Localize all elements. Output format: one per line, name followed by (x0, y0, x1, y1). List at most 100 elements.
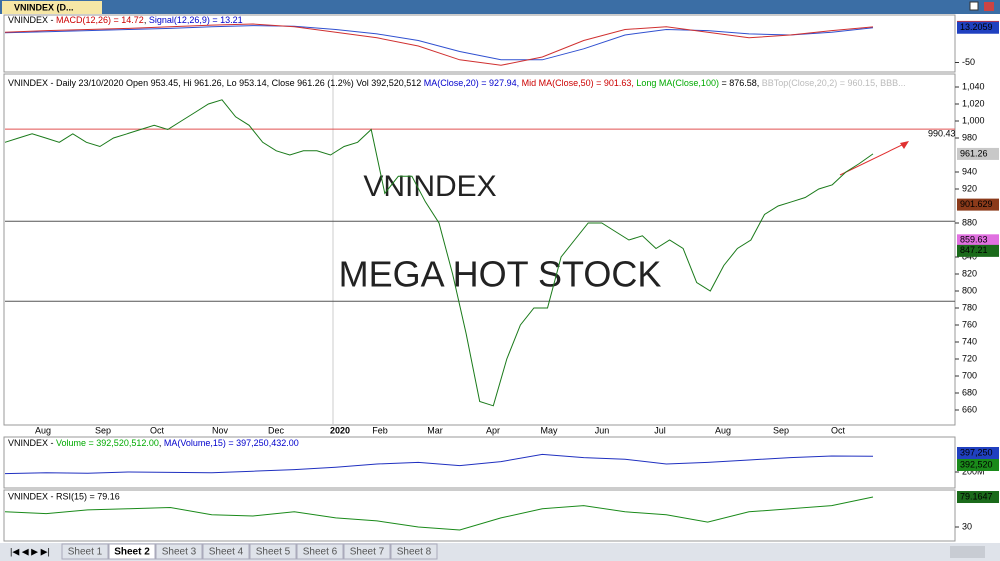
trend-arrow (839, 142, 907, 176)
sheet-tab[interactable] (108, 543, 156, 560)
watermark: VNINDEX (363, 170, 496, 203)
rsi-tag-bg (957, 491, 999, 504)
volume-ma-tag: 397,250 (960, 447, 993, 457)
long-ma-tag-bg (957, 244, 999, 257)
y-tick-label: -50 (962, 57, 975, 67)
y-tick-label: 980 (962, 132, 977, 142)
sheet-tab-label[interactable]: Sheet 1 (68, 547, 103, 558)
sheet-tab[interactable] (61, 543, 109, 560)
header-segment: MACD(12,26) = 14.72 (56, 15, 144, 25)
x-tick-label: Aug (35, 425, 51, 435)
y-tick-label: 940 (962, 166, 977, 176)
volume-ma-tag-bg (957, 447, 999, 459)
window-tab[interactable] (2, 1, 102, 14)
x-tick-label: Oct (831, 425, 846, 435)
signal-line (4, 25, 874, 61)
y-tick-label: 700 (962, 370, 977, 380)
sheet-tab[interactable] (343, 543, 391, 560)
resistance-label: 990.43 (928, 129, 956, 139)
y-tick-label: 1,040 (962, 81, 985, 91)
x-tick-label: Aug (715, 425, 731, 435)
sheet-tab[interactable] (155, 543, 203, 560)
close-line (4, 99, 874, 407)
x-tick-label: Nov (212, 425, 229, 435)
signal-value-tag: 13.2059 (960, 22, 993, 32)
close-tag: 961.26 (960, 148, 988, 158)
sheet-tab-label[interactable]: Sheet 4 (209, 547, 244, 558)
y-tick-label: 820 (962, 268, 977, 278)
sheet-tab[interactable] (390, 543, 438, 560)
header-segment: Long MA(Close,100) (636, 78, 719, 88)
scrollbar[interactable] (950, 546, 985, 558)
rsi-panel (3, 489, 956, 542)
y-tick-label: 680 (962, 387, 977, 397)
volume-panel (3, 436, 956, 489)
title-strip (0, 0, 1000, 14)
sheet-tab-label[interactable]: Sheet 7 (350, 547, 385, 558)
header-segment: Volume = 392,520,512.00 (56, 438, 159, 448)
ma-tag: 859.63 (960, 235, 988, 245)
volume-tag: 392,520 (960, 459, 993, 469)
sheet-tab[interactable] (202, 543, 250, 560)
header-segment: VNINDEX - Daily 23/10/2020 Open 953.45, … (8, 78, 424, 88)
volume-tag-bg (957, 459, 999, 471)
arrow-head (900, 141, 909, 149)
watermark: MEGA HOT STOCK (339, 254, 662, 295)
panel-header: VNINDEX - MACD(12,26) = 14.72, Signal(12… (8, 15, 243, 25)
sheet-tab-label[interactable]: Sheet 5 (256, 547, 291, 558)
y-tick-label: 200M (962, 466, 985, 476)
y-tick-label: 1,000 (962, 115, 985, 125)
header-segment: Signal(12,26,9) = 13.21 (149, 15, 243, 25)
header-segment: , (159, 438, 164, 448)
panel-header: VNINDEX - Volume = 392,520,512.00, MA(Vo… (8, 438, 299, 448)
mid-ma-tag: 901.629 (960, 199, 993, 209)
rsi-line (4, 496, 874, 531)
x-tick-label: Mar (427, 425, 443, 435)
x-tick-label: May (540, 425, 558, 435)
macd-line (4, 23, 874, 66)
sheet-tab-label[interactable]: Sheet 2 (114, 547, 150, 558)
header-segment: Mid MA(Close,50) = 901.63, (522, 78, 637, 88)
y-tick-label: 760 (962, 319, 977, 329)
close-button[interactable] (984, 2, 994, 11)
x-tick-label: Sep (95, 425, 111, 435)
y-tick-label: 740 (962, 336, 977, 346)
sheet-tab[interactable] (249, 543, 297, 560)
header-segment: VNINDEX - (8, 438, 56, 448)
window-tab-label[interactable]: VNINDEX (D... (14, 2, 74, 12)
x-tick-label: Jun (595, 425, 610, 435)
ma-tag-bg (957, 234, 999, 247)
x-tick-label: Feb (372, 425, 388, 435)
x-tick-label: Apr (486, 425, 500, 435)
header-segment: MA(Volume,15) = 397,250,432.00 (164, 438, 299, 448)
y-tick-label: 920 (962, 183, 977, 193)
sheet-tab[interactable] (296, 543, 344, 560)
x-tick-label: Oct (150, 425, 165, 435)
x-tick-label: Jul (654, 425, 666, 435)
price-panel (3, 73, 956, 426)
sheet-tab-label[interactable]: Sheet 3 (162, 547, 197, 558)
sheet-tab-label[interactable]: Sheet 6 (303, 547, 338, 558)
rsi-tag: 79.1647 (960, 491, 993, 501)
panel-header: VNINDEX - RSI(15) = 79.16 (8, 491, 120, 501)
y-tick-label: 720 (962, 353, 977, 363)
panel-header: VNINDEX - Daily 23/10/2020 Open 953.45, … (8, 78, 906, 88)
header-segment: , (144, 15, 149, 25)
nav-buttons[interactable]: |◀ ◀ ▶ ▶| (10, 546, 50, 556)
macd-panel (3, 14, 956, 73)
signal-value-tag-bg (957, 21, 999, 34)
close-tag-bg (957, 147, 999, 160)
y-tick-label: 1,020 (962, 98, 985, 108)
header-segment: = 876.58, (719, 78, 762, 88)
header-segment: VNINDEX - (8, 15, 56, 25)
restore-button[interactable] (969, 1, 979, 11)
header-segment: MA(Close,20) = 927.94, (424, 78, 522, 88)
x-tick-label: Dec (268, 425, 285, 435)
x-tick-label: Sep (773, 425, 789, 435)
sheet-tab-label[interactable]: Sheet 8 (397, 547, 432, 558)
y-tick-label: 660 (962, 404, 977, 414)
y-tick-label: 30 (962, 521, 972, 531)
x-tick-label: 2020 (330, 425, 350, 435)
